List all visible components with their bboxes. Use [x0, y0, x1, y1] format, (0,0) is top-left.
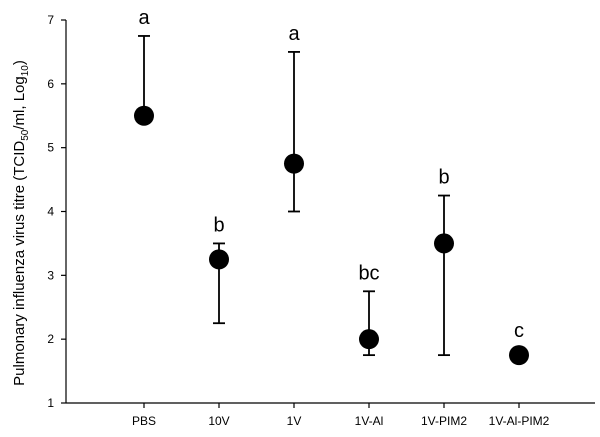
- significance-label: b: [213, 214, 224, 236]
- significance-label: a: [138, 7, 150, 29]
- data-point: [134, 105, 154, 126]
- x-tick-label: 10V: [208, 414, 229, 428]
- error-bar: [438, 194, 450, 357]
- y-ticks: 1 2 3 4 5 6 7: [47, 13, 66, 410]
- y-axis-label: Pulmonary influenza virus titre (TCID50/…: [11, 60, 31, 386]
- data-points: [134, 105, 529, 366]
- x-tick-label: PBS: [132, 414, 156, 428]
- y-tick-label: 7: [47, 13, 54, 27]
- y-tick-label: 6: [47, 77, 54, 91]
- y-tick-label: 3: [47, 268, 54, 282]
- y-tick-label: 5: [47, 141, 54, 155]
- y-tick-label: 2: [47, 332, 54, 346]
- data-point: [209, 249, 229, 270]
- error-bars: [138, 35, 450, 357]
- y-tick-label: 1: [47, 396, 54, 410]
- x-tick-label: 1V: [287, 414, 302, 428]
- y-tick-label: 4: [47, 205, 54, 219]
- data-point: [359, 329, 379, 350]
- significance-label: b: [438, 167, 449, 189]
- data-point: [434, 233, 454, 254]
- x-tick-label: 1V-Al-PIM2: [489, 414, 550, 428]
- data-point: [284, 153, 304, 174]
- x-ticks: PBS 10V 1V 1V-Al 1V-PIM2 1V-Al-PIM2: [132, 403, 550, 428]
- significance-label: bc: [358, 262, 379, 284]
- error-bar: [288, 51, 300, 213]
- data-point: [509, 345, 529, 366]
- error-bar: [138, 35, 150, 117]
- x-tick-label: 1V-PIM2: [421, 414, 467, 428]
- significance-label: c: [514, 320, 524, 342]
- significance-label: a: [288, 23, 300, 45]
- axes: [65, 20, 595, 404]
- x-tick-label: 1V-Al: [355, 414, 384, 428]
